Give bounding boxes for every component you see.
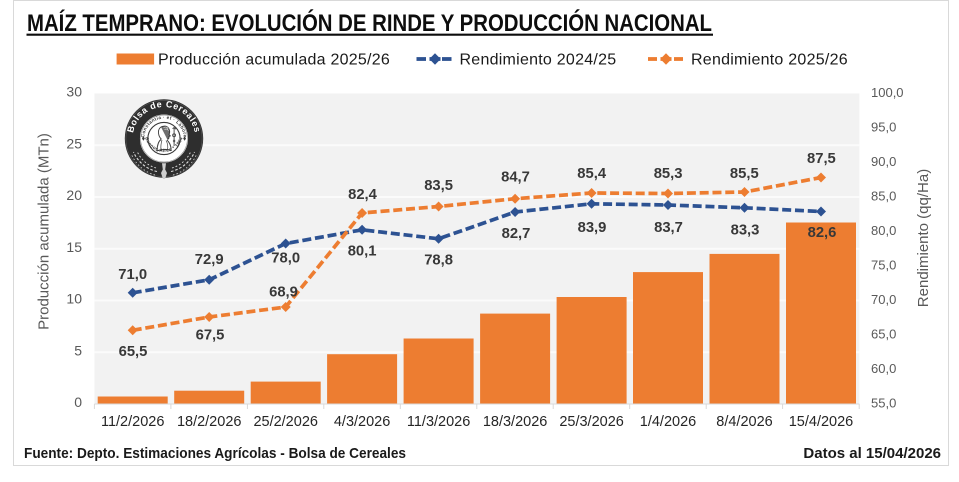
svg-text:85,3: 85,3 bbox=[654, 166, 683, 182]
svg-text:78,0: 78,0 bbox=[271, 251, 300, 267]
svg-text:11/2/2026: 11/2/2026 bbox=[101, 414, 164, 430]
svg-text:15: 15 bbox=[66, 239, 82, 255]
svg-text:65,0: 65,0 bbox=[871, 327, 896, 342]
svg-text:25/2/2026: 25/2/2026 bbox=[253, 414, 318, 430]
svg-text:87,5: 87,5 bbox=[807, 151, 836, 167]
svg-text:82,7: 82,7 bbox=[502, 226, 531, 242]
svg-text:Rendimiento 2024/25: Rendimiento 2024/25 bbox=[460, 52, 617, 69]
svg-text:0: 0 bbox=[74, 394, 82, 410]
svg-text:30: 30 bbox=[66, 84, 82, 100]
svg-text:18/3/2026: 18/3/2026 bbox=[483, 414, 548, 430]
svg-text:80,1: 80,1 bbox=[348, 244, 377, 260]
svg-text:72,9: 72,9 bbox=[195, 252, 224, 268]
svg-text:85,5: 85,5 bbox=[730, 166, 759, 182]
svg-text:71,0: 71,0 bbox=[118, 267, 147, 283]
svg-text:90,0: 90,0 bbox=[871, 154, 896, 169]
svg-text:10: 10 bbox=[66, 291, 82, 307]
svg-text:Rendimiento 2025/26: Rendimiento 2025/26 bbox=[691, 52, 848, 69]
svg-text:83,7: 83,7 bbox=[654, 220, 683, 236]
svg-text:Producción acumulada 2025/26: Producción acumulada 2025/26 bbox=[158, 52, 390, 69]
svg-text:84,7: 84,7 bbox=[501, 170, 530, 186]
svg-text:80,0: 80,0 bbox=[871, 223, 896, 238]
svg-text:67,5: 67,5 bbox=[196, 328, 225, 344]
svg-text:Rendimiento (qq/Ha): Rendimiento (qq/Ha) bbox=[915, 169, 932, 307]
svg-text:65,5: 65,5 bbox=[119, 344, 148, 360]
svg-text:25: 25 bbox=[66, 135, 82, 151]
svg-text:Producción acumulada (MTn): Producción acumulada (MTn) bbox=[36, 133, 53, 330]
svg-text:20: 20 bbox=[66, 187, 82, 203]
svg-text:60,0: 60,0 bbox=[871, 361, 896, 376]
svg-text:8/4/2026: 8/4/2026 bbox=[716, 414, 772, 430]
svg-text:1/4/2026: 1/4/2026 bbox=[640, 414, 696, 430]
svg-text:Datos al 15/04/2026: Datos al 15/04/2026 bbox=[803, 445, 941, 462]
svg-text:83,5: 83,5 bbox=[424, 178, 453, 194]
svg-text:85,4: 85,4 bbox=[577, 166, 607, 182]
svg-text:82,6: 82,6 bbox=[808, 225, 837, 241]
svg-text:83,9: 83,9 bbox=[578, 220, 607, 236]
svg-text:5: 5 bbox=[74, 342, 82, 358]
svg-text:83,3: 83,3 bbox=[731, 223, 760, 239]
svg-text:95,0: 95,0 bbox=[871, 120, 896, 135]
svg-text:85,0: 85,0 bbox=[871, 189, 896, 204]
svg-text:75,0: 75,0 bbox=[871, 258, 896, 273]
svg-text:68,9: 68,9 bbox=[269, 285, 298, 301]
svg-text:70,0: 70,0 bbox=[871, 292, 896, 307]
svg-text:MAÍZ TEMPRANO: EVOLUCIÓN DE RI: MAÍZ TEMPRANO: EVOLUCIÓN DE RINDE Y PROD… bbox=[27, 9, 712, 37]
svg-text:11/3/2026: 11/3/2026 bbox=[407, 414, 470, 430]
svg-text:4/3/2026: 4/3/2026 bbox=[334, 414, 390, 430]
svg-text:Fuente: Depto. Estimaciones Ag: Fuente: Depto. Estimaciones Agrícolas - … bbox=[24, 445, 406, 462]
svg-text:82,4: 82,4 bbox=[348, 187, 378, 203]
svg-text:15/4/2026: 15/4/2026 bbox=[789, 414, 854, 430]
svg-text:55,0: 55,0 bbox=[871, 396, 896, 411]
svg-text:100,0: 100,0 bbox=[871, 85, 904, 100]
svg-text:25/3/2026: 25/3/2026 bbox=[559, 414, 624, 430]
svg-text:78,8: 78,8 bbox=[424, 253, 453, 269]
svg-text:18/2/2026: 18/2/2026 bbox=[177, 414, 242, 430]
